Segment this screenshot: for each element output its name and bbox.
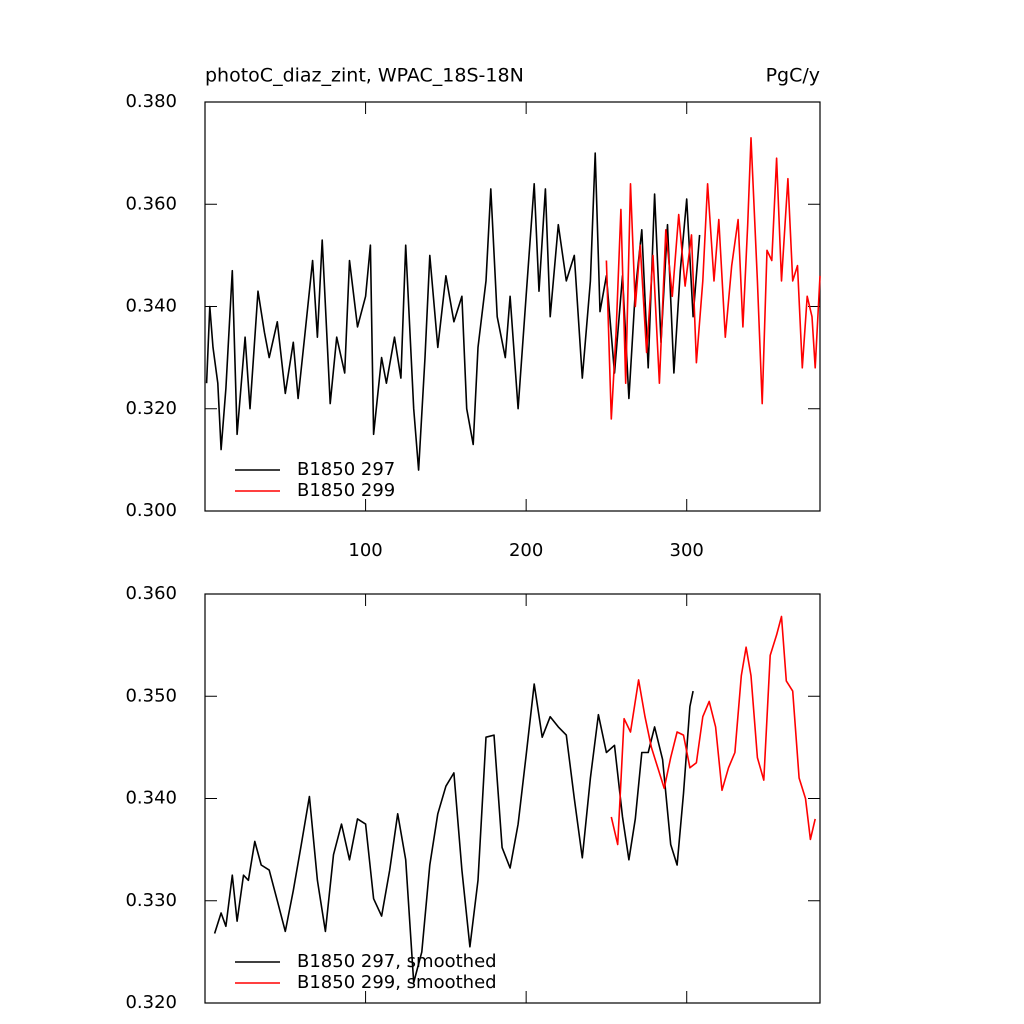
y-tick-label: 0.340 <box>125 296 177 317</box>
data-line <box>605 137 821 420</box>
x-tick-label: 100 <box>348 540 382 561</box>
data-line <box>213 683 694 984</box>
y-tick-label: 0.320 <box>125 398 177 419</box>
y-tick-label: 0.360 <box>125 583 177 604</box>
plot-frame <box>204 593 821 1004</box>
unit-label: PgC/y <box>766 65 820 87</box>
y-tick-label: 0.340 <box>125 788 177 809</box>
y-tick-label: 0.380 <box>125 91 177 112</box>
chart-title: photoC_diaz_zint, WPAC_18S-18N <box>205 65 524 87</box>
y-tick-label: 0.350 <box>125 685 177 706</box>
x-tick-label: 200 <box>509 540 543 561</box>
legend-label: B1850 297, smoothed <box>297 951 497 972</box>
y-tick-label: 0.320 <box>125 992 177 1013</box>
y-tick-label: 0.330 <box>125 890 177 911</box>
legend-label: B1850 299 <box>297 480 395 501</box>
data-line <box>610 615 816 846</box>
data-line <box>205 152 701 471</box>
legend-label: B1850 299, smoothed <box>297 972 497 993</box>
y-tick-label: 0.360 <box>125 193 177 214</box>
legend-label: B1850 297 <box>297 459 395 480</box>
y-tick-label: 0.300 <box>125 500 177 521</box>
x-tick-label: 300 <box>670 540 704 561</box>
